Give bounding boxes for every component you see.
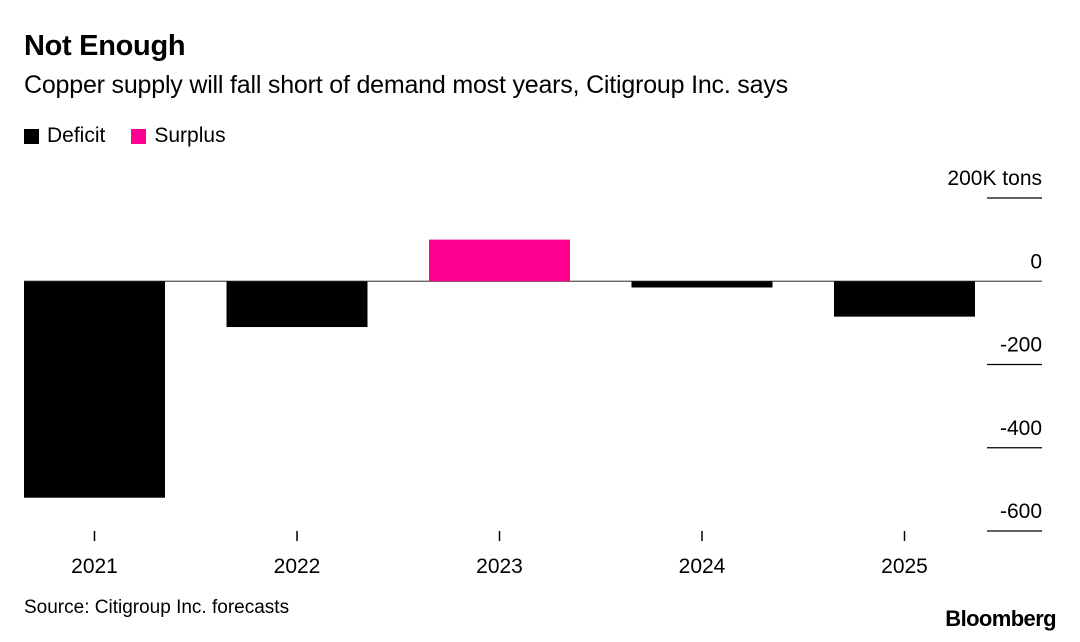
- y-tick-label-2: -200: [1000, 334, 1042, 357]
- legend-item-deficit: Deficit: [24, 124, 105, 148]
- legend-label-surplus: Surplus: [154, 124, 226, 147]
- chart-title: Not Enough: [24, 30, 186, 62]
- y-tick-label-1: 0: [1030, 250, 1042, 273]
- chart-subtitle: Copper supply will fall short of demand …: [24, 71, 788, 99]
- bar-2024: [631, 281, 773, 288]
- legend-swatch-surplus: [131, 128, 147, 144]
- legend-item-surplus: Surplus: [131, 124, 226, 148]
- bar-2025: [834, 281, 975, 317]
- x-label-2025: 2025: [881, 555, 928, 578]
- legend-swatch-deficit: [24, 128, 39, 144]
- x-label-2024: 2024: [679, 555, 726, 578]
- source-note: Source: Citigroup Inc. forecasts: [24, 597, 290, 618]
- y-tick-label-4: -600: [1000, 500, 1042, 523]
- legend: Deficit Surplus: [24, 124, 252, 148]
- bar-2021: [24, 281, 165, 498]
- x-label-2023: 2023: [476, 555, 523, 578]
- x-label-2022: 2022: [274, 555, 321, 578]
- y-tick-label-0: 200K tons: [947, 167, 1042, 190]
- bar-2023: [429, 239, 570, 282]
- y-tick-label-3: -400: [1000, 417, 1042, 440]
- bar-2022: [226, 281, 368, 328]
- bloomberg-logo: Bloomberg: [945, 606, 1056, 631]
- legend-label-deficit: Deficit: [47, 124, 106, 147]
- x-label-2021: 2021: [71, 555, 118, 578]
